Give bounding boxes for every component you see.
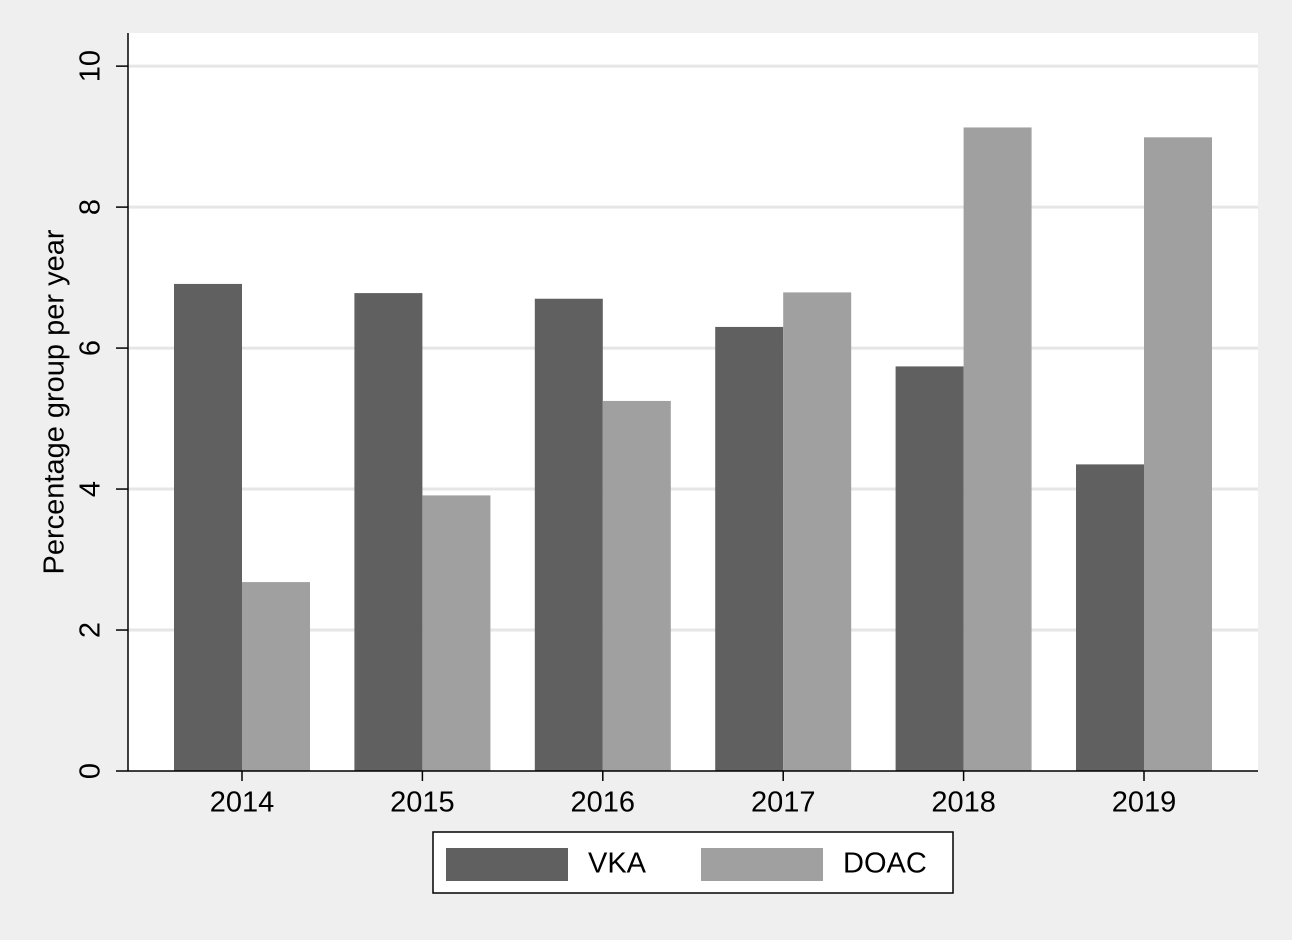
x-tick-label: 2019 [1112,787,1177,819]
bar [783,292,852,771]
y-tick-label: 2 [75,622,107,638]
y-tick-label: 8 [75,199,107,215]
y-tick-label: 6 [75,340,107,356]
x-tick-label: 2016 [571,787,636,819]
bar [1144,137,1212,771]
legend-label: DOAC [843,848,927,880]
legend-swatch [446,848,568,881]
legend-swatch [701,848,823,881]
y-axis-label: Percentage group per year [39,229,71,574]
bar [422,495,491,771]
bar [174,283,242,771]
bar [602,400,671,771]
x-tick-label: 2014 [210,787,275,819]
bar [1076,464,1144,771]
y-tick-label: 10 [75,50,107,82]
bar [242,582,310,771]
bar [963,127,1032,772]
bar [354,293,423,771]
bar [895,366,964,771]
x-tick-label: 2017 [751,787,816,819]
y-tick-label: 0 [75,763,107,779]
plot-area [128,33,1258,771]
bar [534,298,603,771]
x-tick-label: 2015 [390,787,455,819]
bar [715,326,784,771]
x-tick-label: 2018 [931,787,996,819]
legend-label: VKA [588,848,647,880]
y-tick-label: 4 [75,481,107,497]
